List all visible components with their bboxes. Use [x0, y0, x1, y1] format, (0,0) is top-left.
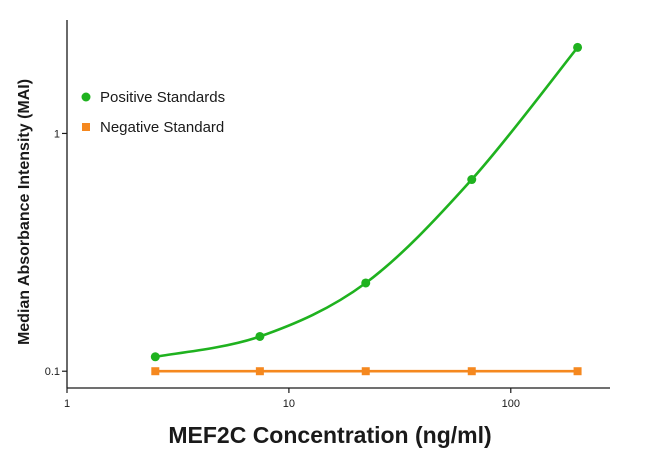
- y-tick-label: 1: [54, 128, 60, 140]
- y-axis-label: Median Absorbance Intensity (MAI): [16, 79, 33, 345]
- series-1: [151, 367, 582, 376]
- data-point: [361, 278, 371, 288]
- legend-label: Positive Standards: [100, 89, 225, 106]
- legend-marker: [81, 92, 91, 102]
- axes: 1 10 100 0.1 1: [45, 20, 610, 410]
- data-point: [573, 367, 582, 376]
- legend-marker: [82, 123, 90, 131]
- legend: Positive Standards Negative Standard: [81, 89, 225, 136]
- data-point: [255, 367, 264, 376]
- data-point: [151, 367, 160, 376]
- x-tick-label: 10: [283, 398, 295, 410]
- data-point: [467, 175, 477, 185]
- y-tick-label: 0.1: [45, 366, 60, 378]
- legend-label: Negative Standard: [100, 119, 224, 136]
- x-axis-label: MEF2C Concentration (ng/ml): [168, 422, 491, 448]
- x-tick-label: 100: [502, 398, 520, 410]
- series-layer: [150, 42, 583, 376]
- data-point: [361, 367, 370, 376]
- x-tick-label: 1: [64, 398, 70, 410]
- data-point: [467, 367, 476, 376]
- data-point: [573, 42, 583, 52]
- series-line: [155, 46, 579, 359]
- series-0: [150, 42, 583, 362]
- data-point: [150, 352, 160, 362]
- data-point: [255, 331, 265, 341]
